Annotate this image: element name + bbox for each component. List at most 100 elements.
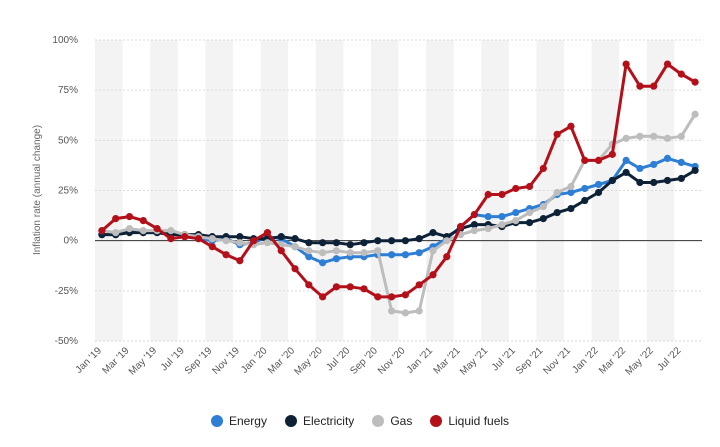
x-tick-label: Sep '20 (348, 345, 380, 377)
data-point (277, 247, 285, 255)
data-point (208, 235, 216, 243)
data-point (263, 239, 272, 247)
data-point (277, 233, 285, 241)
data-point (498, 190, 506, 199)
data-point (581, 196, 589, 205)
data-point (484, 225, 492, 233)
x-tick-label: Mar '21 (432, 345, 463, 376)
data-point (360, 249, 368, 257)
data-point (291, 235, 299, 243)
data-point (388, 307, 396, 315)
x-tick-label: May '22 (624, 345, 657, 378)
data-point (332, 255, 341, 263)
data-point (650, 160, 658, 169)
data-point (525, 182, 534, 191)
legend-swatch (210, 415, 223, 427)
x-tick-label: Jan '20 (239, 345, 270, 376)
x-tick-label: Nov '20 (376, 345, 408, 377)
data-point (650, 178, 658, 187)
data-point (512, 208, 520, 217)
data-point (636, 178, 644, 187)
x-tick-label: Jan '19 (74, 345, 105, 376)
data-point (429, 247, 437, 255)
x-tick-label: Mar '22 (597, 345, 628, 376)
data-point (291, 265, 299, 273)
y-tick-label: 0% (64, 236, 79, 247)
legend-item[interactable]: Liquid fuels (430, 414, 509, 428)
data-point (567, 122, 575, 130)
x-tick-label: May '21 (458, 345, 491, 378)
data-point (429, 229, 437, 237)
x-tick-label: Sep '19 (183, 345, 215, 377)
data-point (305, 281, 313, 289)
data-point (498, 221, 506, 229)
data-point (415, 235, 423, 243)
legend-item[interactable]: Energy (210, 414, 267, 428)
data-point (553, 130, 561, 138)
data-point (305, 239, 313, 247)
legend-item[interactable]: Electricity (284, 414, 355, 428)
data-point (291, 243, 299, 251)
data-point (512, 184, 520, 193)
data-point (401, 237, 409, 245)
data-point (139, 217, 147, 225)
data-point (346, 241, 354, 249)
y-tick-label: -25% (55, 286, 78, 297)
data-point (236, 239, 244, 247)
legend-item[interactable]: Gas (372, 414, 412, 428)
data-point (567, 182, 575, 191)
data-point (608, 150, 616, 158)
data-point (594, 156, 603, 164)
data-point (484, 212, 492, 221)
data-point (401, 291, 409, 299)
x-tick-label: Nov '21 (542, 345, 574, 377)
data-point (153, 225, 161, 233)
data-point (139, 227, 147, 235)
data-point (663, 60, 672, 68)
data-point (622, 60, 630, 68)
data-point (167, 235, 175, 243)
data-point (636, 164, 644, 173)
legend-swatch (372, 415, 385, 427)
data-point (360, 285, 368, 293)
data-point (319, 259, 327, 267)
data-point (194, 235, 203, 243)
data-point (167, 227, 175, 235)
data-point (498, 212, 506, 221)
data-point (415, 249, 423, 257)
legend-label: Liquid fuels (448, 414, 510, 428)
data-point (691, 110, 699, 118)
data-point (608, 176, 616, 185)
data-point (98, 227, 106, 235)
data-point (663, 134, 672, 142)
data-point (112, 229, 120, 237)
y-tick-label: 100% (52, 35, 78, 46)
data-point (388, 237, 396, 245)
x-tick-label: May '19 (127, 345, 160, 378)
data-point (208, 243, 216, 251)
data-point (470, 221, 478, 229)
x-tick-label: Jan '21 (405, 345, 436, 376)
data-point (567, 188, 575, 197)
data-point (236, 233, 244, 241)
data-point (319, 239, 327, 247)
data-point (125, 212, 134, 221)
data-point (512, 217, 520, 225)
legend-label: Gas (390, 414, 413, 428)
data-point (401, 309, 409, 317)
data-point (319, 249, 327, 257)
x-tick-label: Mar '20 (266, 345, 297, 376)
data-point (650, 82, 658, 90)
y-axis-label: Inflation rate (annual change) (32, 125, 43, 255)
data-point (594, 188, 603, 197)
legend-swatch (430, 415, 443, 427)
data-point (677, 132, 685, 140)
legend-label: Electricity (302, 414, 355, 428)
y-axis-ticks: -50% -25% 0% 25% 50% 75% 100% (52, 35, 78, 347)
data-point (663, 154, 672, 162)
data-point (263, 229, 272, 237)
x-tick-label: Nov '19 (210, 345, 242, 377)
data-point (553, 208, 561, 217)
data-point (429, 271, 437, 279)
